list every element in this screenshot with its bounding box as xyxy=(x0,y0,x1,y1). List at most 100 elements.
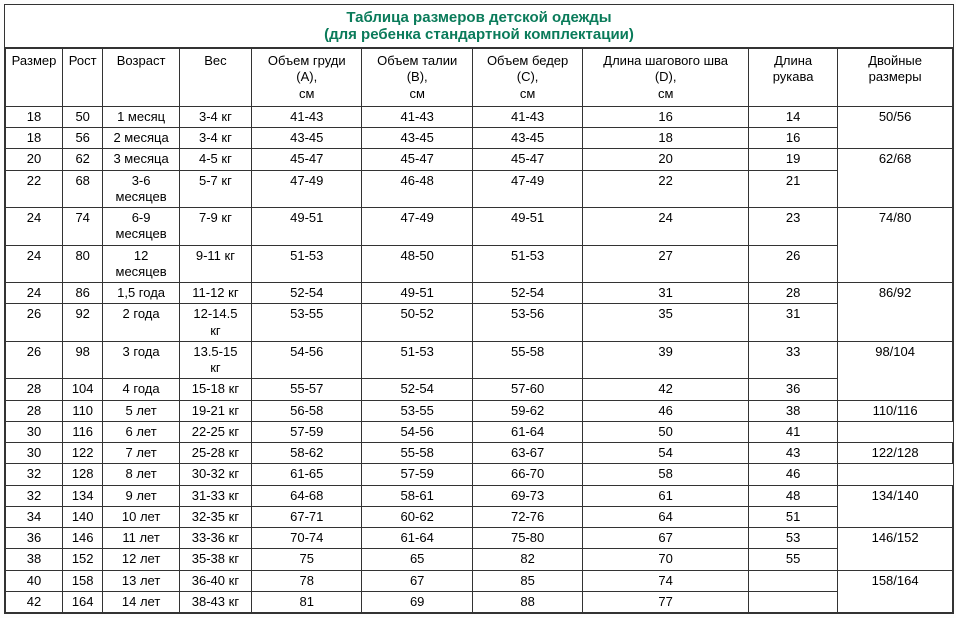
table-cell: 46-48 xyxy=(362,170,472,208)
table-cell: 47-49 xyxy=(472,170,582,208)
table-cell: 16 xyxy=(583,106,749,127)
table-cell-double-size: 98/104 xyxy=(838,341,953,400)
table-cell: 26 xyxy=(6,304,63,342)
table-cell: 48-50 xyxy=(362,245,472,283)
table-cell: 38 xyxy=(749,400,838,421)
table-cell: 70-74 xyxy=(252,528,362,549)
table-cell: 31-33 кг xyxy=(179,485,251,506)
table-row: 3414010 лет32-35 кг67-7160-6272-766451 xyxy=(6,506,953,527)
table-cell: 152 xyxy=(63,549,103,570)
table-cell: 7-9 кг xyxy=(179,208,251,246)
table-cell: 57-59 xyxy=(362,464,472,485)
table-cell: 55 xyxy=(749,549,838,570)
table-cell: 75 xyxy=(252,549,362,570)
table-cell: 43-45 xyxy=(362,128,472,149)
table-cell: 52-54 xyxy=(252,283,362,304)
table-cell: 64 xyxy=(583,506,749,527)
table-cell: 39 xyxy=(583,341,749,379)
table-cell: 54 xyxy=(583,443,749,464)
table-cell: 11-12 кг xyxy=(179,283,251,304)
table-cell: 55-58 xyxy=(362,443,472,464)
table-cell: 49-51 xyxy=(362,283,472,304)
table-cell: 22 xyxy=(6,170,63,208)
table-cell: 52-54 xyxy=(362,379,472,400)
table-cell: 22-25 кг xyxy=(179,421,251,442)
table-cell: 18 xyxy=(6,106,63,127)
table-cell: 81 xyxy=(252,591,362,612)
table-cell-double-size: 110/116 xyxy=(838,400,953,421)
col-header: Вес xyxy=(179,49,251,107)
table-cell: 2 месяца xyxy=(103,128,179,149)
table-cell: 53 xyxy=(749,528,838,549)
size-table: РазмерРостВозрастВесОбъем груди(A),смОбъ… xyxy=(5,48,953,613)
table-cell: 46 xyxy=(749,464,838,485)
table-cell-double-size: 50/56 xyxy=(838,106,953,149)
table-row: 3614611 лет33-36 кг70-7461-6475-80675314… xyxy=(6,528,953,549)
table-title: Таблица размеров детской одежды xyxy=(5,5,953,26)
table-cell: 15-18 кг xyxy=(179,379,251,400)
table-cell: 122 xyxy=(63,443,103,464)
table-header-row: РазмерРостВозрастВесОбъем груди(A),смОбъ… xyxy=(6,49,953,107)
col-header: Двойныеразмеры xyxy=(838,49,953,107)
table-cell: 8 лет xyxy=(103,464,179,485)
table-cell: 3-4 кг xyxy=(179,128,251,149)
table-row: 281105 лет19-21 кг56-5853-5559-624638110… xyxy=(6,400,953,421)
table-row: 321349 лет31-33 кг64-6858-6169-736148134… xyxy=(6,485,953,506)
table-cell: 33 xyxy=(749,341,838,379)
col-header: Объем бедер(C),см xyxy=(472,49,582,107)
table-cell: 13 лет xyxy=(103,570,179,591)
table-cell: 57-60 xyxy=(472,379,582,400)
table-cell: 12месяцев xyxy=(103,245,179,283)
table-cell: 42 xyxy=(6,591,63,612)
table-cell: 54-56 xyxy=(362,421,472,442)
table-cell: 34 xyxy=(6,506,63,527)
table-cell: 72-76 xyxy=(472,506,582,527)
table-cell: 53-56 xyxy=(472,304,582,342)
table-cell: 62 xyxy=(63,149,103,170)
table-row: 4015813 лет36-40 кг78678574158/164 xyxy=(6,570,953,591)
table-cell: 33-36 кг xyxy=(179,528,251,549)
table-cell-double-size: 134/140 xyxy=(838,485,953,528)
table-cell: 24 xyxy=(6,208,63,246)
table-cell: 4 года xyxy=(103,379,179,400)
table-cell: 66-70 xyxy=(472,464,582,485)
table-cell: 64-68 xyxy=(252,485,362,506)
table-cell: 50 xyxy=(583,421,749,442)
table-cell: 7 лет xyxy=(103,443,179,464)
table-cell: 5 лет xyxy=(103,400,179,421)
table-cell: 41-43 xyxy=(362,106,472,127)
table-cell: 45-47 xyxy=(472,149,582,170)
table-row: 20623 месяца4-5 кг45-4745-4745-47201962/… xyxy=(6,149,953,170)
table-cell: 40 xyxy=(6,570,63,591)
table-cell: 98 xyxy=(63,341,103,379)
table-subtitle: (для ребенка стандартной комплектации) xyxy=(5,26,953,48)
table-cell: 23 xyxy=(749,208,838,246)
table-cell: 36 xyxy=(6,528,63,549)
col-header: Длинарукава xyxy=(749,49,838,107)
table-cell: 30 xyxy=(6,443,63,464)
table-cell: 58-61 xyxy=(362,485,472,506)
table-cell xyxy=(749,591,838,612)
table-cell: 3-6месяцев xyxy=(103,170,179,208)
col-header: Длина шагового шва(D),см xyxy=(583,49,749,107)
table-cell: 58 xyxy=(583,464,749,485)
table-cell: 25-28 кг xyxy=(179,443,251,464)
table-cell: 48 xyxy=(749,485,838,506)
table-cell: 53-55 xyxy=(362,400,472,421)
table-cell: 43-45 xyxy=(252,128,362,149)
table-cell: 6 лет xyxy=(103,421,179,442)
table-row: 3815212 лет35-38 кг7565827055 xyxy=(6,549,953,570)
table-cell: 14 лет xyxy=(103,591,179,612)
table-cell: 54-56 xyxy=(252,341,362,379)
table-cell: 45-47 xyxy=(252,149,362,170)
table-cell: 3 года xyxy=(103,341,179,379)
table-cell: 9 лет xyxy=(103,485,179,506)
table-cell: 49-51 xyxy=(472,208,582,246)
table-cell: 68 xyxy=(63,170,103,208)
table-row: 301166 лет22-25 кг57-5954-5661-645041 xyxy=(6,421,953,442)
table-cell: 42 xyxy=(583,379,749,400)
table-cell: 43 xyxy=(749,443,838,464)
table-cell: 12 лет xyxy=(103,549,179,570)
table-row: 18501 месяц3-4 кг41-4341-4341-43161450/5… xyxy=(6,106,953,127)
table-cell: 30-32 кг xyxy=(179,464,251,485)
